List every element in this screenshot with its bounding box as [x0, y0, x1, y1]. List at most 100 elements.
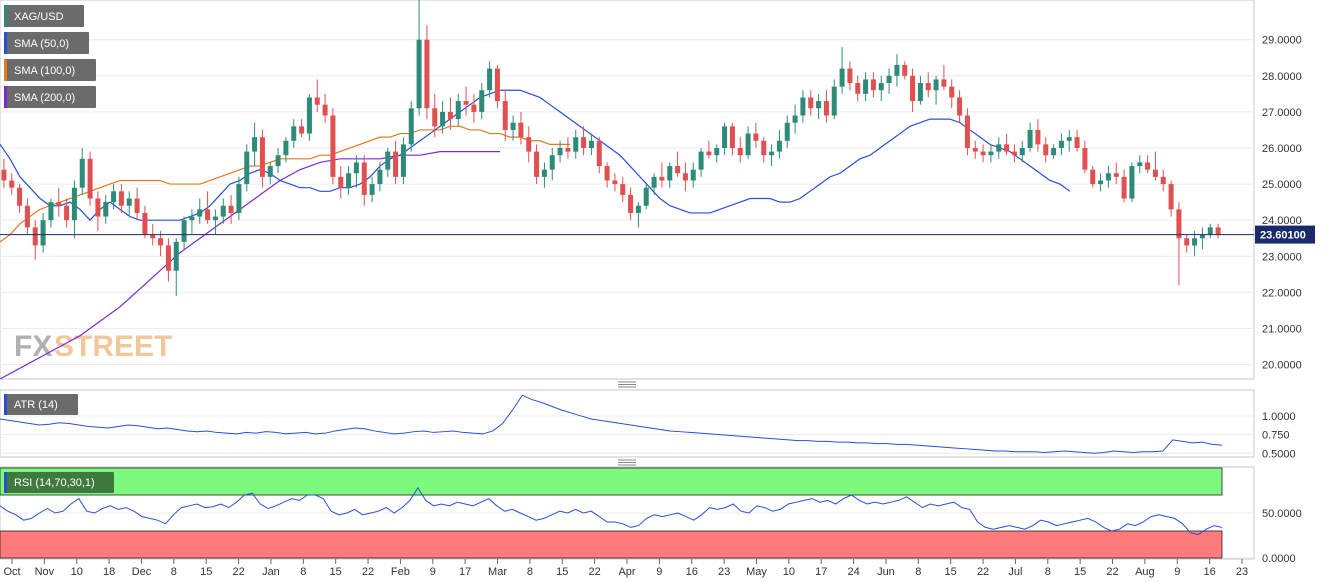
candle-body: [306, 97, 312, 134]
x-tick-label: 8: [1045, 566, 1051, 578]
candle-body: [314, 97, 320, 105]
watermark-street: STREET: [54, 330, 172, 363]
candle-body: [596, 140, 602, 167]
legend-sma200[interactable]: SMA (200,0): [4, 86, 96, 108]
candle-body: [487, 68, 493, 91]
candle-body: [181, 220, 187, 242]
legend-sma50[interactable]: SMA (50,0): [4, 32, 89, 54]
x-tick-label: Feb: [391, 566, 410, 578]
candle-body: [682, 173, 688, 181]
candle-body: [980, 151, 986, 156]
atr-y-tick-label: 1.0000: [1262, 411, 1296, 423]
x-tick-label: 8: [915, 566, 921, 578]
candle-body: [236, 184, 242, 213]
candle-body: [737, 147, 743, 156]
candle-body: [275, 155, 281, 167]
legend-sma100[interactable]: SMA (100,0): [4, 59, 96, 81]
price-grid: [0, 39, 1254, 366]
candle-body: [1019, 147, 1025, 156]
candle-body: [612, 180, 618, 185]
candle-body: [103, 202, 109, 217]
candle-body: [197, 209, 203, 217]
rsi-path: [0, 486, 1223, 536]
candle-body: [510, 122, 516, 130]
candle-body: [1074, 137, 1080, 148]
candle-body: [917, 83, 923, 102]
candle-body: [408, 108, 414, 145]
legend-rsi[interactable]: RSI (14,70,30,1): [4, 472, 114, 493]
candle-body: [111, 191, 117, 203]
legend-xagusd[interactable]: XAG/USD: [4, 5, 84, 27]
candle-body: [870, 79, 876, 91]
candle-body: [1199, 234, 1205, 239]
price-y-tick-label: 29.0000: [1262, 35, 1302, 47]
candle-body: [526, 137, 532, 152]
last-price-label: 23.60100: [1260, 230, 1306, 242]
candle-body: [894, 64, 900, 76]
candle-body: [949, 86, 955, 98]
candle-body: [604, 166, 610, 181]
candle-body: [299, 126, 305, 134]
x-axis: Oct Nov 10 18 Dec 8 15 22 Jan 8 15 22 Feb 9 17 Mar 8 15 22…: [3, 559, 1248, 578]
candle-body: [1121, 176, 1127, 199]
candle-body: [776, 140, 782, 152]
candle-body: [1113, 173, 1119, 177]
sma-50-path: [0, 89, 1071, 222]
sma-200-path: [0, 151, 500, 380]
x-tick-label: 9: [1174, 566, 1180, 578]
price-panel[interactable]: FX STREET 23.60100 20.0000 21.0000 22.0000…: [0, 0, 1315, 380]
x-tick-label: Dec: [132, 566, 152, 578]
sma-200-line: [0, 151, 500, 380]
x-tick-label: 23: [718, 566, 730, 578]
candle-body: [628, 194, 634, 213]
candle-body: [338, 176, 344, 188]
candle-body: [847, 68, 853, 84]
atr-y-tick-label: 0.5000: [1262, 448, 1296, 460]
atr-grid: [0, 415, 1254, 454]
candle-body: [361, 162, 367, 195]
panel-resize-handle-1[interactable]: [612, 380, 642, 389]
candle-body: [1027, 129, 1033, 148]
x-tick-label: Jun: [877, 566, 895, 578]
rsi-overbought-zone: [0, 467, 1223, 496]
x-tick-label: 10: [783, 566, 795, 578]
candle-body: [267, 166, 273, 177]
candle-body: [769, 151, 775, 156]
legend-atr[interactable]: ATR (14): [4, 394, 78, 415]
x-tick-label: 15: [1074, 566, 1086, 578]
candle-body: [941, 79, 947, 87]
x-tick-label: 15: [200, 566, 212, 578]
candle-body: [784, 122, 790, 141]
candle-body: [1066, 137, 1072, 141]
price-y-tick-label: 28.0000: [1262, 71, 1302, 83]
candle-body: [1090, 169, 1096, 185]
candle-body: [463, 101, 469, 105]
atr-path: [0, 394, 1223, 454]
candle-body: [40, 220, 46, 246]
candle-body: [32, 227, 38, 246]
x-tick-label: Mar: [488, 566, 507, 578]
candle-body: [1043, 144, 1049, 156]
candle-body: [714, 147, 720, 156]
x-tick-label: 8: [300, 566, 306, 578]
candle-body: [56, 202, 62, 206]
candle-body: [722, 126, 728, 148]
price-y-tick-label: 23.0000: [1262, 251, 1302, 263]
candle-body: [839, 68, 845, 87]
candle-body: [565, 147, 571, 152]
last-price-line: 23.60100: [0, 225, 1315, 244]
candle-body: [988, 151, 994, 156]
atr-panel[interactable]: 0.5000 0.750 1.0000: [0, 389, 1296, 460]
panel-resize-handle-2[interactable]: [612, 458, 642, 467]
candle-body: [745, 133, 751, 156]
x-tick-label: 8: [171, 566, 177, 578]
candle-body: [541, 169, 547, 177]
candle-body: [902, 64, 908, 76]
candle-body: [393, 151, 399, 177]
candle-body: [64, 205, 70, 221]
candle-body: [1004, 144, 1010, 152]
candle-body: [189, 216, 195, 221]
candle-body: [95, 198, 101, 217]
rsi-panel[interactable]: 0.0000 50.0000: [0, 466, 1302, 565]
rsi-y-tick-label: 50.0000: [1262, 508, 1302, 520]
